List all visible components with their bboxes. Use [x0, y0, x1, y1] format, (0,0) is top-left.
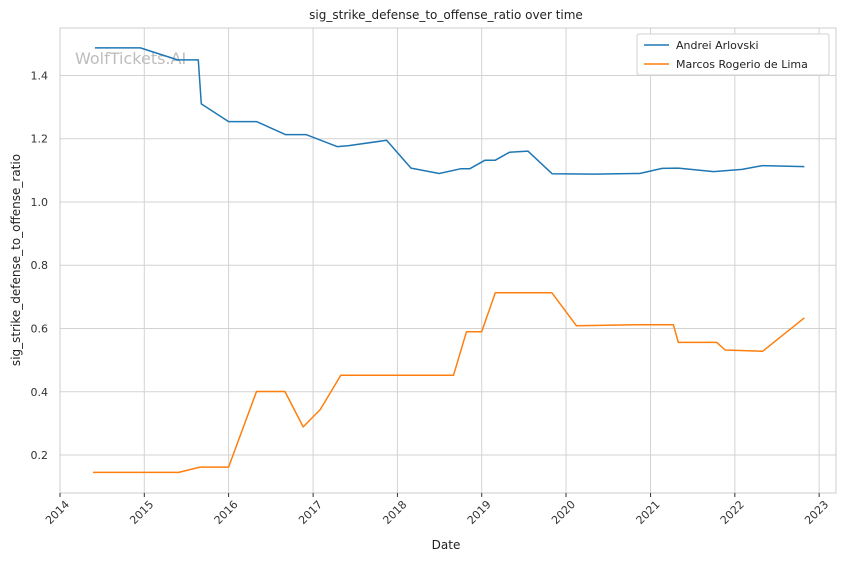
- y-tick-label: 0.4: [31, 386, 49, 399]
- series-lines: [93, 47, 805, 474]
- y-tick-label: 1.2: [31, 133, 49, 146]
- y-tick-label: 0.2: [31, 449, 49, 462]
- plot-area-frame: [59, 27, 837, 494]
- watermark-text: WolfTickets.AI: [75, 49, 186, 68]
- legend-box: [636, 33, 830, 76]
- y-axis-label: sig_strike_defense_to_offense_ratio: [9, 154, 23, 366]
- y-axis-ticks: 0.2 0.4 0.6 0.8 1.0 1.2 1.4: [31, 69, 49, 462]
- legend-label-marcos-rogerio-de-lima: Marcos Rogerio de Lima: [676, 58, 808, 71]
- y-tick-label: 0.6: [31, 323, 49, 336]
- y-tick-label: 1.0: [31, 196, 49, 209]
- y-tick-label: 0.8: [31, 259, 49, 272]
- grid-lines: [59, 28, 836, 493]
- legend: Andrei Arlovski Marcos Rogerio de Lima: [636, 33, 830, 76]
- series-line-marcos-rogerio-de-lima: [93, 292, 805, 474]
- legend-label-andrei-arlovski: Andrei Arlovski: [676, 39, 759, 52]
- y-tick-label: 1.4: [31, 69, 49, 82]
- series-line-andrei-arlovski: [94, 47, 805, 175]
- x-axis-label: Date: [432, 538, 461, 552]
- chart-title: sig_strike_defense_to_offense_ratio over…: [309, 8, 583, 22]
